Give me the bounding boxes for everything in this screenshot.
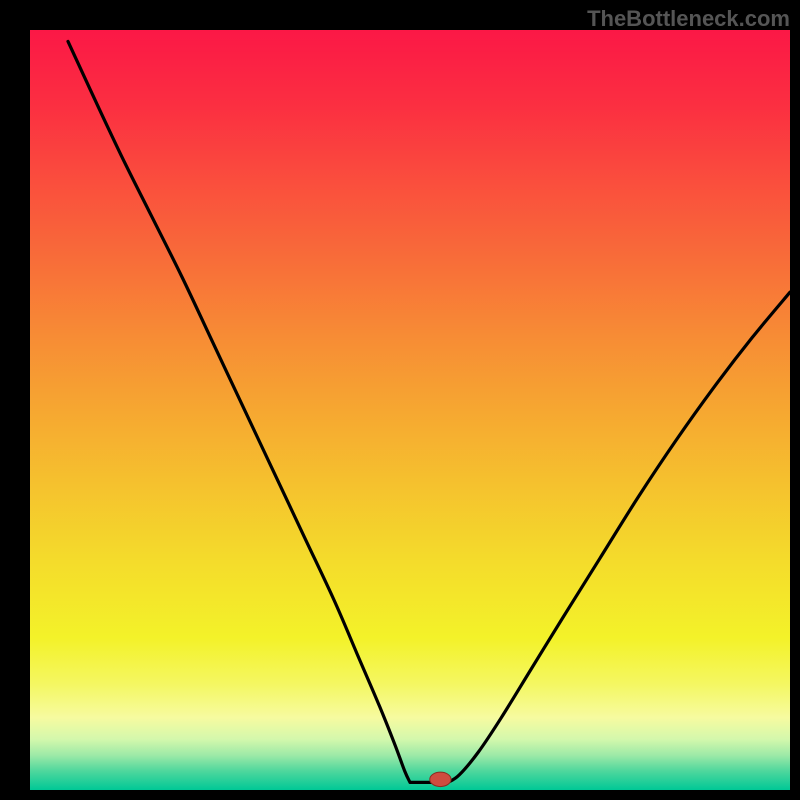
watermark-text: TheBottleneck.com	[587, 6, 790, 32]
plot-background	[30, 30, 790, 790]
chart-svg	[0, 0, 800, 800]
optimum-marker	[430, 772, 451, 786]
chart-container: TheBottleneck.com	[0, 0, 800, 800]
